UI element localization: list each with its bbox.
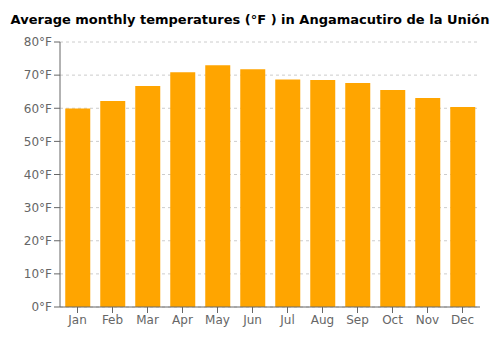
svg-text:40°F: 40°F	[24, 168, 52, 182]
svg-text:10°F: 10°F	[24, 267, 52, 281]
svg-text:Feb: Feb	[102, 313, 123, 327]
svg-text:Mar: Mar	[136, 313, 159, 327]
svg-text:Sep: Sep	[346, 313, 369, 327]
svg-text:Apr: Apr	[172, 313, 193, 327]
svg-text:60°F: 60°F	[24, 102, 52, 116]
svg-text:Dec: Dec	[451, 313, 474, 327]
svg-text:Jan: Jan	[67, 313, 87, 327]
svg-text:0°F: 0°F	[31, 300, 52, 314]
svg-text:Aug: Aug	[311, 313, 334, 327]
svg-text:80°F: 80°F	[24, 35, 52, 49]
svg-text:Nov: Nov	[416, 313, 439, 327]
svg-text:50°F: 50°F	[24, 135, 52, 149]
svg-text:20°F: 20°F	[24, 234, 52, 248]
svg-text:Oct: Oct	[382, 313, 403, 327]
svg-text:Jun: Jun	[242, 313, 262, 327]
svg-text:30°F: 30°F	[24, 201, 52, 215]
svg-text:Jul: Jul	[279, 313, 294, 327]
html-text:Average monthly temperatures (: Average monthly temperatures (°F ) in An…	[10, 12, 490, 27]
svg-text:70°F: 70°F	[24, 68, 52, 82]
svg-text:May: May	[205, 313, 230, 327]
